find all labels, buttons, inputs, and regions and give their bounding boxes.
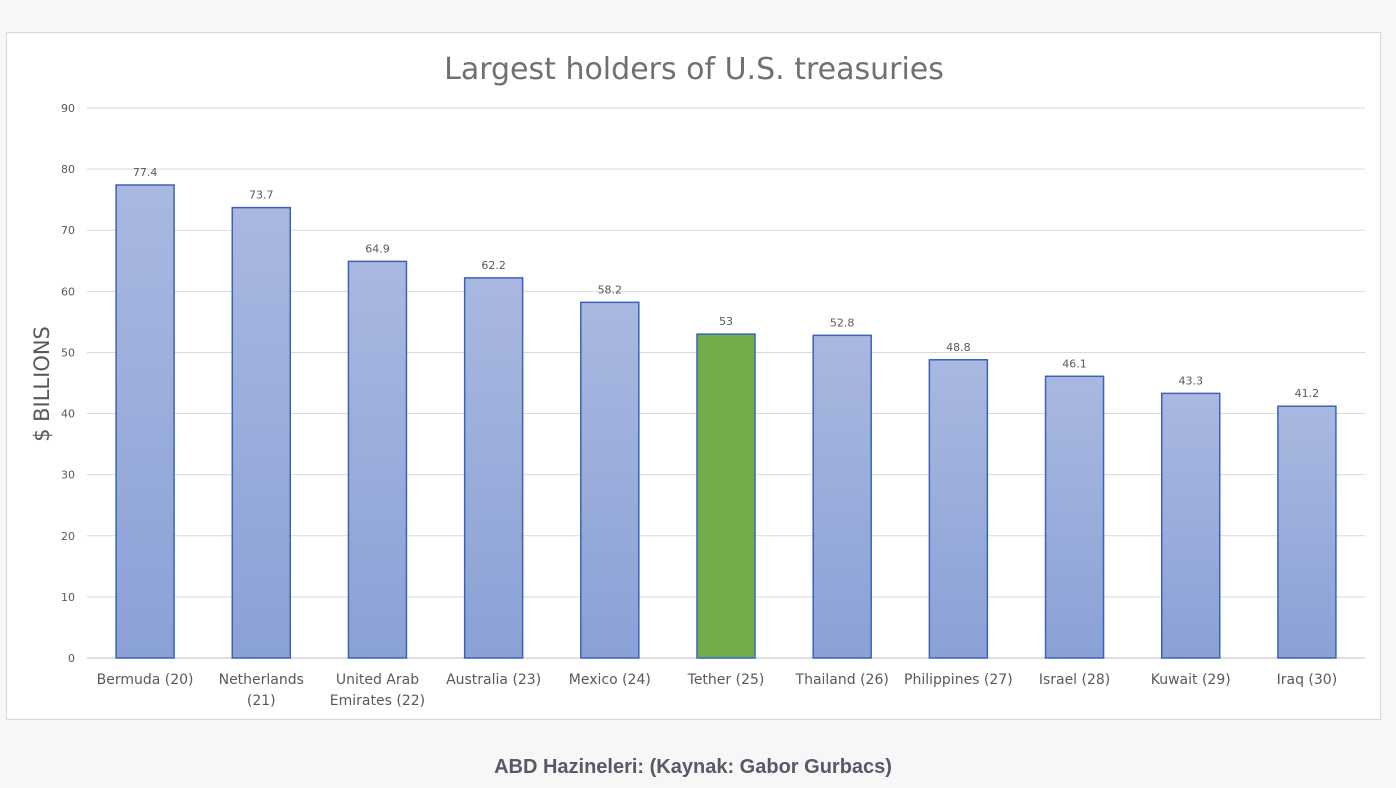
data-label: 62.2	[481, 259, 506, 272]
y-tick-label: 10	[61, 591, 75, 604]
x-tick-label: (21)	[247, 693, 276, 709]
x-tick-label: Netherlands	[219, 672, 304, 688]
bar	[928, 359, 989, 659]
y-tick-label: 50	[61, 346, 75, 359]
y-tick-label: 80	[61, 163, 75, 176]
x-tick-label: Thailand (26)	[795, 672, 889, 688]
bar	[812, 334, 872, 659]
bar	[231, 206, 292, 659]
bar	[463, 277, 524, 659]
x-tick-label: Australia (23)	[446, 672, 541, 688]
x-tick-label: Israel (28)	[1039, 672, 1110, 688]
y-tick-label: 30	[61, 469, 75, 482]
bar-chart: Largest holders of U.S. treasuries $ BIL…	[30, 52, 1365, 709]
x-tick-label: Iraq (30)	[1277, 672, 1338, 688]
y-tick-label: 70	[61, 224, 75, 237]
bar	[347, 260, 408, 659]
y-tick-label: 0	[68, 652, 75, 665]
bar	[1277, 405, 1337, 659]
data-label: 77.4	[133, 166, 158, 179]
data-label: 58.2	[598, 283, 623, 296]
data-label: 52.8	[830, 316, 855, 329]
bar	[1044, 375, 1105, 659]
data-label: 46.1	[1062, 357, 1087, 370]
bar	[696, 333, 756, 659]
x-tick-label: Kuwait (29)	[1151, 672, 1231, 688]
bar	[1160, 392, 1221, 659]
y-tick-label: 60	[61, 285, 75, 298]
x-tick-label: Mexico (24)	[569, 672, 651, 688]
data-label: 41.2	[1295, 387, 1320, 400]
bar	[580, 301, 640, 659]
y-tick-label: 90	[61, 102, 75, 115]
x-tick-label: United Arab	[336, 672, 419, 688]
data-label: 73.7	[249, 189, 274, 202]
x-tick-label: Bermuda (20)	[97, 672, 194, 688]
x-tick-label: Emirates (22)	[330, 693, 425, 709]
y-tick-label: 20	[61, 530, 75, 543]
data-label: 43.3	[1178, 374, 1203, 387]
data-label: 53	[719, 315, 733, 328]
bar	[115, 184, 175, 659]
x-tick-label: Philippines (27)	[904, 672, 1013, 688]
data-label: 64.9	[365, 242, 390, 255]
y-axis-label: $ BILLIONS	[30, 326, 54, 442]
figure-caption: ABD Hazineleri: (Kaynak: Gabor Gurbacs)	[494, 756, 892, 778]
data-label: 48.8	[946, 341, 971, 354]
chart-title: Largest holders of U.S. treasuries	[444, 52, 944, 87]
chart-frame: Largest holders of U.S. treasuries $ BIL…	[6, 32, 1381, 720]
x-tick-label: Tether (25)	[687, 672, 765, 688]
y-tick-label: 40	[61, 408, 75, 421]
